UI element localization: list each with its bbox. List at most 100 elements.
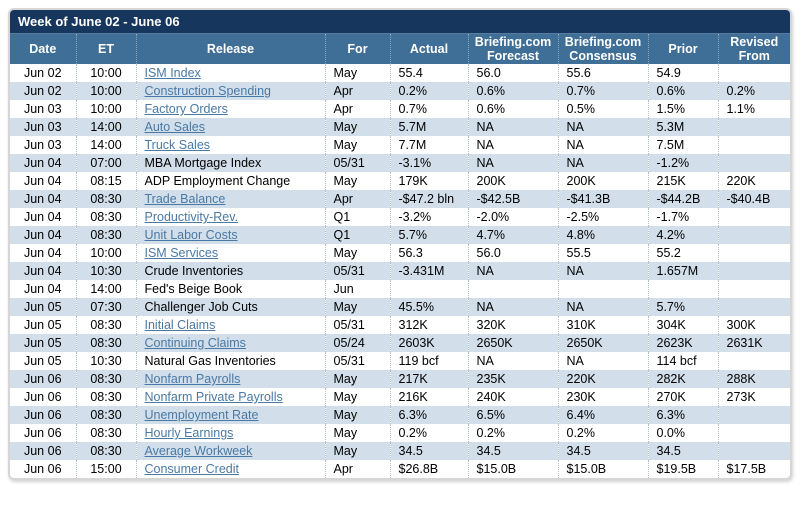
revised-cell: 220K <box>717 172 790 190</box>
consensus-cell: 200K <box>557 172 648 190</box>
prior-cell: 270K <box>647 388 718 406</box>
date-cell: Jun 02 <box>23 66 62 80</box>
column-header-forecast: Briefing.com Forecast <box>467 34 558 64</box>
prior-cell: 4.2% <box>647 226 718 244</box>
et-cell: 08:30 <box>75 190 136 208</box>
et-cell: 08:30 <box>75 388 136 406</box>
revised-cell: 2631K <box>717 334 790 352</box>
et-cell: 10:30 <box>75 352 136 370</box>
for-cell: May <box>324 442 390 460</box>
prior-cell: $19.5B <box>647 460 718 478</box>
release-link[interactable]: Auto Sales <box>144 120 205 134</box>
for-cell: May <box>324 118 390 136</box>
forecast-cell: 56.0 <box>467 64 558 82</box>
date-cell: Jun 06 <box>23 390 62 404</box>
date-cell: Jun 04 <box>23 210 62 224</box>
date-cell: Jun 06 <box>23 462 62 476</box>
revised-cell <box>717 298 790 316</box>
table-row: Jun 04 08:30 Trade Balance Apr -$47.2 bln -$4… <box>10 190 790 208</box>
release-link[interactable]: Continuing Claims <box>144 336 246 350</box>
forecast-cell: -2.0% <box>467 208 558 226</box>
table-row: Jun 05 08:30 Initial Claims 05/31 312K 320K 31… <box>10 316 790 334</box>
release-link[interactable]: ISM Index <box>144 66 201 80</box>
revised-cell: 288K <box>717 370 790 388</box>
date-cell: Jun 03 <box>23 102 62 116</box>
for-cell: May <box>324 298 390 316</box>
date-cell: Jun 04 <box>10 262 76 280</box>
release-cell: Average Workweek <box>135 442 325 460</box>
et-cell: 08:30 <box>75 370 136 388</box>
actual-cell: 217K <box>389 370 468 388</box>
release-link[interactable]: Nonfarm Private Payrolls <box>144 390 283 404</box>
column-header-release: Release <box>135 34 325 64</box>
actual-cell <box>389 280 468 298</box>
table-row: Jun 06 08:30 Average Workweek May 34.5 34.5 34… <box>10 442 790 460</box>
for-cell: May <box>324 388 390 406</box>
actual-cell: 7.7M <box>389 136 468 154</box>
prior-cell: 5.3M <box>647 118 718 136</box>
release-link[interactable]: ISM Services <box>144 246 219 260</box>
table-row: Jun 04 08:30 Unit Labor Costs Q1 5.7% 4.7% 4.8… <box>10 226 790 244</box>
actual-cell: -3.431M <box>389 262 468 280</box>
release-link[interactable]: Hourly Earnings <box>144 426 234 440</box>
date-cell: Jun 06 <box>23 426 62 440</box>
table-row: Jun 04 10:30 Crude Inventories 05/31 -3.431M… <box>10 262 790 280</box>
prior-cell: -$44.2B <box>647 190 718 208</box>
consensus-cell: 0.2% <box>557 424 648 442</box>
et-cell: 08:30 <box>75 334 136 352</box>
release-link[interactable]: Nonfarm Payrolls <box>144 372 241 386</box>
release-cell: Productivity-Rev. <box>135 208 325 226</box>
actual-cell: $26.8B <box>389 460 468 478</box>
release-cell: Continuing Claims <box>135 334 325 352</box>
release-link[interactable]: Average Workweek <box>144 444 253 458</box>
prior-cell: 7.5M <box>647 136 718 154</box>
table-row: Jun 05 08:30 Continuing Claims 05/24 2603K 26… <box>10 334 790 352</box>
consensus-cell: -$41.3B <box>557 190 648 208</box>
release-link[interactable]: Truck Sales <box>144 138 211 152</box>
table-row: Jun 06 08:30 Nonfarm Private Payrolls May 21… <box>10 388 790 406</box>
date-cell: Jun 04 <box>10 190 76 208</box>
prior-cell: 5.7% <box>647 298 718 316</box>
forecast-cell: NA <box>467 154 558 172</box>
actual-cell: 45.5% <box>389 298 468 316</box>
release-cell: Unit Labor Costs <box>135 226 325 244</box>
consensus-cell: 220K <box>557 370 648 388</box>
actual-cell: -$47.2 bln <box>389 190 468 208</box>
release-link[interactable]: Factory Orders <box>144 102 228 116</box>
table-row: Jun 03 14:00 Auto Sales May 5.7M NA NA 5.3M <box>10 118 790 136</box>
et-cell: 07:30 <box>75 298 136 316</box>
date-cell: Jun 04 <box>10 226 76 244</box>
forecast-cell: NA <box>467 262 558 280</box>
actual-cell: 5.7% <box>389 226 468 244</box>
release-link[interactable]: Initial Claims <box>144 318 216 332</box>
release-cell: MBA Mortgage Index <box>135 154 325 172</box>
release-link[interactable]: Trade Balance <box>144 192 226 206</box>
actual-cell: 312K <box>389 316 468 334</box>
release-link[interactable]: Productivity-Rev. <box>144 210 239 224</box>
actual-cell: -3.2% <box>389 208 468 226</box>
release-link[interactable]: Consumer Credit <box>144 462 239 476</box>
revised-cell: 273K <box>717 388 790 406</box>
et-cell: 10:00 <box>75 244 136 262</box>
prior-cell: 0.0% <box>647 424 718 442</box>
actual-cell: 0.2% <box>389 424 468 442</box>
forecast-cell: 0.2% <box>467 424 558 442</box>
et-cell: 08:30 <box>75 316 136 334</box>
consensus-cell: 230K <box>557 388 648 406</box>
release-cell: Factory Orders <box>135 100 325 118</box>
prior-cell: 34.5 <box>647 442 718 460</box>
release-cell: Nonfarm Payrolls <box>135 370 325 388</box>
prior-cell: 55.2 <box>647 244 718 262</box>
release-link[interactable]: Unit Labor Costs <box>144 228 238 242</box>
for-cell: May <box>324 136 390 154</box>
release-cell: Unemployment Rate <box>135 406 325 424</box>
table-row: Jun 04 08:30 Productivity-Rev. Q1 -3.2% -2.0%… <box>10 208 790 226</box>
release-link[interactable]: Unemployment Rate <box>144 408 259 422</box>
actual-cell: 0.2% <box>389 82 468 100</box>
consensus-cell: NA <box>557 154 648 172</box>
for-cell: Apr <box>324 190 390 208</box>
table-row: Jun 06 08:30 Unemployment Rate May 6.3% 6.5% 6… <box>10 406 790 424</box>
consensus-cell: NA <box>557 262 648 280</box>
release-link[interactable]: Construction Spending <box>144 84 271 98</box>
consensus-cell: 6.4% <box>557 406 648 424</box>
